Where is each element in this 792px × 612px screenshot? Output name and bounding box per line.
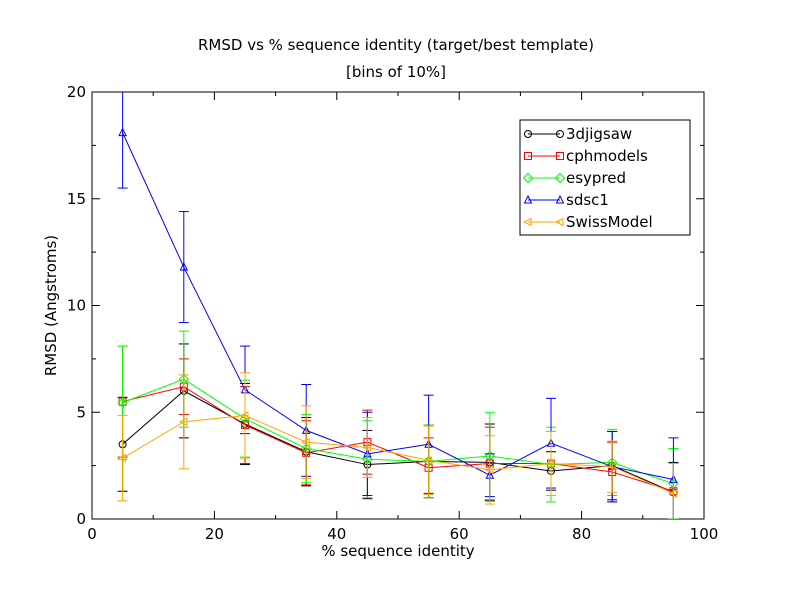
- x-tick-label: 20: [205, 525, 224, 543]
- x-axis-label: % sequence identity: [321, 542, 474, 560]
- y-axis-label: RMSD (Angstroms): [42, 235, 60, 376]
- y-tick-label: 0: [76, 510, 86, 528]
- data-point: [179, 261, 189, 271]
- data-point: [118, 127, 127, 137]
- legend-marker: [524, 152, 532, 160]
- series-line: [122, 386, 674, 492]
- legend-marker: [523, 194, 533, 204]
- series-line: [122, 132, 674, 480]
- legend-label: sdsc1: [566, 191, 609, 209]
- data-point: [117, 453, 127, 463]
- x-tick-label: 100: [690, 525, 719, 543]
- data-point: [301, 437, 310, 447]
- data-point: [668, 489, 677, 498]
- chart-title: RMSD vs % sequence identity (target/best…: [197, 36, 595, 54]
- y-tick-label: 15: [67, 190, 86, 208]
- data-point: [423, 455, 433, 465]
- data-point: [117, 397, 128, 408]
- legend-label: SwissModel: [566, 213, 653, 231]
- legend-marker: [522, 217, 532, 227]
- x-tick-label: 0: [87, 525, 97, 543]
- series-cphmodels: [117, 345, 679, 519]
- legend-marker: [556, 130, 564, 138]
- series-line: [122, 378, 674, 485]
- legend-label: cphmodels: [566, 147, 648, 165]
- series-3djigsaw: [117, 343, 679, 519]
- data-point: [362, 443, 371, 452]
- series-esypred: [117, 330, 679, 519]
- data-point: [178, 417, 188, 427]
- data-point: [545, 459, 555, 468]
- legend-marker: [524, 130, 532, 138]
- data-point: [484, 465, 494, 475]
- data-point: [239, 411, 249, 420]
- legend-marker: [554, 217, 564, 227]
- data-point: [607, 462, 616, 472]
- series-line: [122, 390, 674, 493]
- x-tick-label: 40: [327, 525, 346, 543]
- y-tick-label: 5: [76, 403, 86, 421]
- legend-label: esypred: [566, 169, 626, 187]
- series-swissmodel: [117, 372, 679, 519]
- y-tick-label: 20: [67, 83, 86, 101]
- legend-marker: [555, 194, 565, 204]
- legend-label: 3djigsaw: [566, 125, 632, 143]
- series-line: [122, 414, 674, 494]
- y-tick-label: 10: [67, 297, 86, 315]
- x-tick-label: 80: [572, 525, 591, 543]
- x-tick-label: 60: [450, 525, 469, 543]
- legend-marker: [554, 172, 566, 184]
- legend-marker: [556, 152, 564, 160]
- legend-marker: [522, 172, 534, 184]
- chart-subtitle: [bins of 10%]: [345, 63, 447, 81]
